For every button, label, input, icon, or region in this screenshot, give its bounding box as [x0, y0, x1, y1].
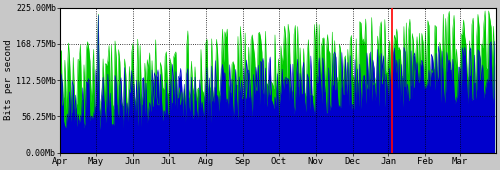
Y-axis label: Bits per second: Bits per second — [4, 40, 13, 121]
